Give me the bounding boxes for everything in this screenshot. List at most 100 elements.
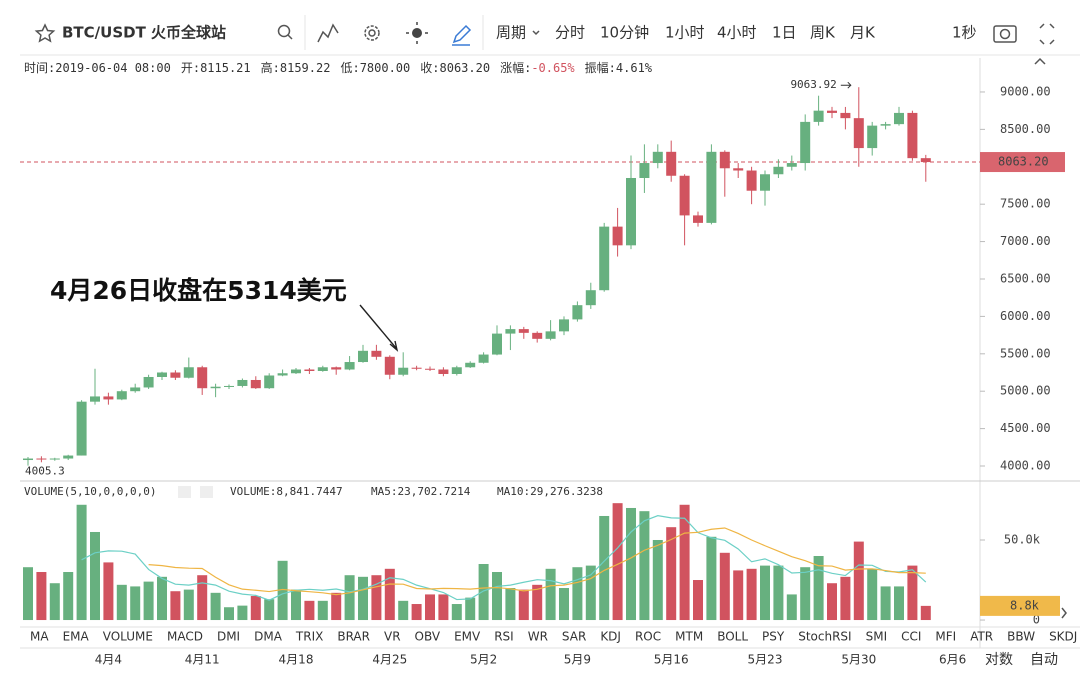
- volume-bar: [679, 504, 690, 621]
- candle-body: [183, 367, 194, 378]
- info-value: 4.61%: [616, 61, 653, 75]
- indicator-tab[interactable]: MACD: [167, 630, 203, 644]
- x-tick-label: 4月4: [95, 653, 122, 667]
- indicator-tab[interactable]: BOLL: [717, 630, 748, 644]
- volume-bar: [532, 584, 543, 621]
- search-icon[interactable]: [277, 24, 293, 40]
- indicator-icon[interactable]: [317, 23, 339, 43]
- scale-mode[interactable]: 对数: [985, 652, 1013, 668]
- volume-bar: [626, 507, 636, 621]
- candle-body: [197, 367, 208, 389]
- interval-tab[interactable]: 分时: [555, 24, 585, 42]
- indicator-tab[interactable]: MA: [30, 630, 49, 644]
- indicator-tab[interactable]: MTM: [675, 630, 703, 644]
- indicator-tab[interactable]: TRIX: [295, 630, 323, 644]
- arrow-head: [389, 340, 399, 352]
- period-menu[interactable]: 周期: [496, 24, 526, 42]
- y-tick-label: 50.0k: [1004, 532, 1041, 546]
- settings-button[interactable]: [178, 486, 191, 498]
- info-label: 振幅:: [585, 60, 616, 75]
- info-value: 8115.21: [200, 61, 251, 75]
- indicator-tab[interactable]: SKDJ: [1049, 630, 1077, 644]
- star-icon[interactable]: [34, 23, 56, 43]
- scroll-up[interactable]: [1034, 57, 1046, 65]
- volume-bar: [277, 560, 288, 621]
- candle-body: [639, 163, 650, 178]
- interval-tab[interactable]: 4小时: [717, 24, 757, 42]
- indicator-tab[interactable]: WR: [528, 630, 548, 644]
- interval-tab[interactable]: 月K: [850, 24, 876, 42]
- indicator-tab[interactable]: SMI: [866, 630, 888, 644]
- settings-icon[interactable]: [364, 25, 380, 41]
- indicator-tab[interactable]: KDJ: [600, 630, 621, 644]
- volume-bar: [786, 594, 797, 621]
- volume-bar: [652, 539, 663, 621]
- camera-icon[interactable]: [993, 25, 1017, 43]
- indicator-tab[interactable]: BBW: [1007, 630, 1035, 644]
- interval-tab[interactable]: 1日: [772, 24, 797, 42]
- interval-tab[interactable]: 周K: [810, 24, 836, 42]
- scroll-right[interactable]: [1061, 607, 1067, 619]
- volume-bar: [183, 589, 194, 621]
- candle-body: [157, 372, 167, 377]
- close-button[interactable]: [200, 486, 213, 498]
- volume-bar: [398, 600, 409, 621]
- volume-bar: [76, 504, 87, 621]
- volume-bar: [157, 576, 167, 621]
- indicator-tab[interactable]: RSI: [494, 630, 514, 644]
- candle-body: [291, 369, 301, 374]
- indicator-tab[interactable]: BRAR: [337, 630, 370, 644]
- interval-tab[interactable]: 10分钟: [600, 24, 649, 42]
- volume-bar: [827, 583, 837, 621]
- candle-body: [626, 177, 636, 246]
- candle-body: [719, 151, 730, 169]
- candle-body: [773, 166, 784, 175]
- candle-body: [331, 367, 342, 370]
- info-label: 开:: [181, 61, 200, 75]
- volume-bar: [853, 541, 864, 621]
- refresh-rate[interactable]: 1秒: [952, 24, 977, 42]
- current-price-label: 8063.20: [998, 155, 1049, 169]
- min-label: 4005.3: [25, 465, 65, 478]
- y-tick-label: 4000.00: [1000, 459, 1051, 473]
- x-tick-label: 5月30: [841, 653, 876, 667]
- candle-body: [679, 175, 690, 216]
- candle-body: [894, 112, 904, 125]
- candle-body: [398, 367, 409, 375]
- scale-mode[interactable]: 自动: [1030, 652, 1058, 668]
- indicator-tab[interactable]: DMA: [254, 630, 283, 644]
- theme-icon[interactable]: [406, 22, 428, 44]
- y-tick-label: 4500.00: [1000, 421, 1051, 435]
- candle-body: [371, 350, 382, 357]
- indicator-tab[interactable]: VR: [384, 630, 401, 644]
- symbol: BTC/USDT 火币全球站: [62, 24, 226, 42]
- indicator-tab[interactable]: SAR: [562, 630, 586, 644]
- indicator-tab[interactable]: OBV: [415, 630, 441, 644]
- volume-bar: [36, 572, 47, 621]
- indicator-tab[interactable]: CCI: [901, 630, 921, 644]
- candle-body: [250, 379, 261, 389]
- indicator-tab[interactable]: StochRSI: [798, 630, 851, 644]
- indicator-tab[interactable]: MFI: [935, 630, 956, 644]
- indicator-tab[interactable]: EMV: [454, 630, 481, 644]
- chevron: [532, 30, 540, 36]
- indicator-tab[interactable]: PSY: [762, 630, 785, 644]
- indicator-tab[interactable]: DMI: [217, 630, 240, 644]
- candle-body: [880, 124, 891, 126]
- candle-body: [451, 367, 462, 374]
- y-tick-label: 5500.00: [1000, 346, 1051, 360]
- interval-tab[interactable]: 1小时: [665, 24, 705, 42]
- volume-bar: [197, 575, 208, 621]
- indicator-tab[interactable]: EMA: [63, 630, 90, 644]
- indicator-tab[interactable]: ATR: [970, 630, 993, 644]
- indicator-tab[interactable]: ROC: [635, 630, 661, 644]
- indicator-tab[interactable]: VOLUME: [103, 630, 153, 644]
- draw-icon[interactable]: [452, 24, 472, 46]
- volume-bar: [170, 591, 181, 621]
- x-tick-label: 4月25: [372, 653, 407, 667]
- fullscreen-icon[interactable]: [1039, 23, 1055, 45]
- y-tick-label: 0: [1033, 613, 1040, 627]
- candle-body: [572, 305, 583, 320]
- candle-body: [813, 110, 824, 122]
- info-label: 低:: [340, 61, 359, 75]
